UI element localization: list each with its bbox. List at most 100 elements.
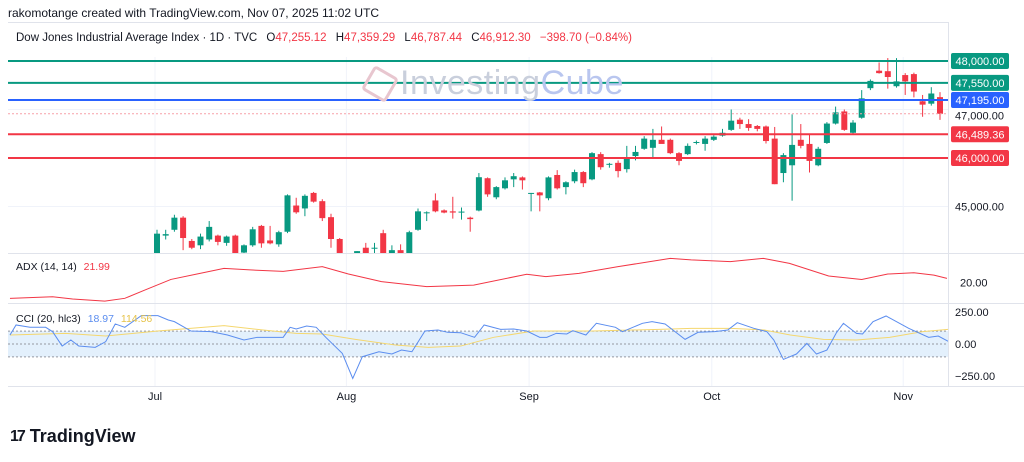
candle-body: [884, 71, 891, 78]
tradingview-logo-icon: 17: [10, 427, 26, 445]
symbol-title[interactable]: Dow Jones Industrial Average Index · 1D …: [16, 32, 258, 44]
candle-body: [475, 177, 482, 211]
level-price-tag: [951, 53, 1009, 69]
adx-legend[interactable]: ADX (14, 14) 21.99: [16, 261, 110, 273]
adx-pane: [9, 257, 948, 302]
candle-body: [858, 98, 865, 118]
cci-label: CCI (20, hlc3): [16, 313, 81, 325]
candle-body: [667, 139, 674, 154]
candle-body: [710, 136, 717, 140]
tradingview-logo-text: TradingView: [29, 426, 136, 446]
candle-body: [745, 124, 752, 128]
candle-body: [806, 143, 813, 161]
level-price-label: 46,000.00: [956, 153, 1005, 165]
cci-pane: [9, 315, 948, 380]
time-axis-label: Jul: [148, 391, 162, 403]
cci-ma-value: 114.56: [120, 313, 153, 325]
candle-body: [484, 178, 491, 195]
candle-body: [249, 229, 256, 246]
candle-body: [876, 70, 883, 74]
candle-body: [415, 211, 421, 230]
cci-line: [9, 315, 948, 380]
candle-body: [606, 163, 613, 165]
candle-body: [336, 238, 343, 253]
candle-body: [510, 176, 517, 180]
candle-body: [380, 233, 387, 253]
candle-body: [623, 158, 630, 170]
candle-body: [162, 234, 169, 236]
candle-body: [171, 217, 178, 230]
candle-body: [241, 245, 247, 253]
candle-body: [841, 111, 848, 130]
investingcube-watermark: InvestingCube: [400, 64, 624, 102]
candle-body: [258, 225, 265, 244]
candle-body: [449, 211, 456, 213]
candle-body: [319, 201, 326, 219]
level-price-label: 46,489.36: [956, 129, 1005, 141]
candle-body: [823, 123, 830, 143]
level-price-label: 47,195.00: [956, 95, 1005, 107]
candle-body: [328, 217, 334, 239]
price-levels: 48,000.00 47,550.00 47,195.00 46,489.36 46,0…: [8, 53, 1009, 166]
candle-body: [536, 192, 543, 196]
candle-body: [658, 139, 665, 144]
cci-axis-label: 0.00: [955, 339, 976, 351]
cci-axis-label: 250.00: [955, 307, 989, 319]
close-label: C: [471, 32, 480, 44]
level-price-tag: [951, 126, 1009, 143]
time-axis-label: Sep: [519, 391, 539, 403]
candle-body: [693, 141, 700, 143]
candle-body: [310, 192, 317, 202]
candle-body: [232, 235, 239, 253]
candle-body: [519, 177, 526, 181]
candle-body: [867, 80, 874, 89]
candle-body: [467, 217, 474, 220]
close-value: 46,912.30: [479, 32, 531, 44]
candle-body: [545, 177, 552, 199]
high-label: H: [335, 32, 345, 44]
candle-body: [214, 235, 221, 242]
cci-legend[interactable]: CCI (20, hlc3) 18.97 114.56: [16, 313, 152, 325]
candle-body: [362, 247, 369, 253]
adx-axis-label: 20.00: [960, 278, 988, 290]
candle-body: [406, 232, 413, 253]
cci-value: 18.97: [87, 313, 114, 325]
cci-axis-label: −250.00: [955, 371, 995, 383]
candle-body: [850, 122, 856, 133]
candle-body: [423, 212, 430, 214]
candle-body: [528, 192, 535, 194]
candle-body: [937, 97, 943, 114]
candle-body: [771, 138, 778, 185]
candle-body: [580, 172, 587, 184]
grid: [8, 22, 1024, 387]
candle-body: [371, 247, 378, 249]
price-axis-label: 47,000.00: [955, 111, 1004, 123]
candle-body: [301, 195, 308, 209]
level-price-tag: [951, 150, 1009, 166]
time-axis-label: Oct: [703, 391, 720, 403]
candle-body: [832, 112, 839, 124]
open-value: 47,255.12: [275, 32, 327, 44]
symbol-legend: Dow Jones Industrial Average Index · 1D …: [8, 22, 948, 57]
axes: Jul Aug Sep Oct Nov 45,000.00 47,000.00 20.00 25…: [148, 111, 1004, 404]
candle-body: [388, 250, 395, 253]
candle-body: [441, 210, 448, 213]
time-axis-label: Aug: [337, 391, 357, 403]
candle-body: [589, 153, 595, 180]
candle-body: [554, 174, 561, 189]
level-price-label: 47,550.00: [956, 78, 1005, 90]
tradingview-logo[interactable]: 17 TradingView: [10, 426, 136, 447]
candle-body: [293, 205, 300, 213]
candle-body: [928, 93, 935, 104]
candle-body: [789, 144, 796, 166]
candle-body: [597, 154, 604, 168]
candle-body: [284, 195, 291, 232]
candle-body: [397, 250, 404, 253]
candle-body: [206, 226, 213, 240]
candle-body: [223, 236, 230, 243]
candle-body: [684, 145, 691, 155]
cci-ma-line: [9, 325, 948, 348]
candle-body: [197, 236, 204, 246]
candle-body: [754, 125, 761, 129]
